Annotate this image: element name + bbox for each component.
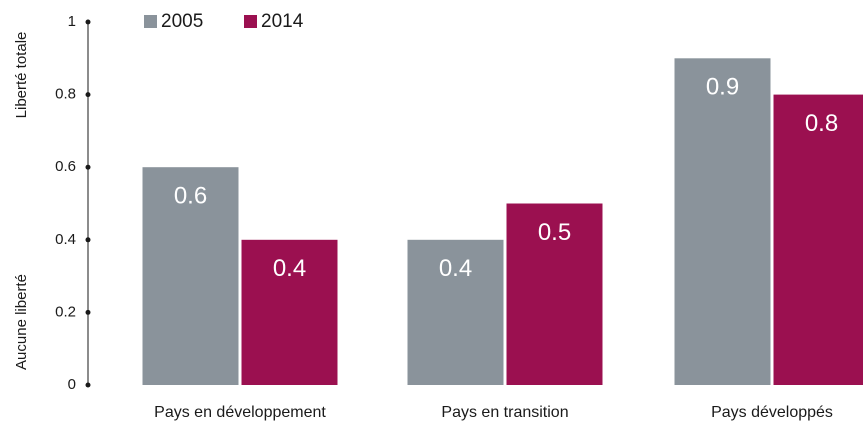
y-tick-label: 0 bbox=[68, 376, 76, 393]
bar bbox=[142, 167, 239, 385]
bar bbox=[506, 203, 603, 385]
legend-label: 2005 bbox=[161, 11, 203, 32]
value-label: 0.6 bbox=[174, 183, 207, 210]
value-label: 0.9 bbox=[706, 74, 739, 101]
y-tick-label: 1 bbox=[68, 13, 76, 30]
bar bbox=[407, 239, 504, 385]
legend-swatch bbox=[144, 15, 157, 28]
y-tick bbox=[85, 92, 91, 98]
legend-swatch bbox=[244, 15, 257, 28]
y-tick bbox=[85, 237, 91, 243]
axis-label-bottom: Aucune liberté bbox=[13, 274, 30, 370]
y-tick-label: 0.2 bbox=[55, 303, 76, 320]
y-tick-label: 0.6 bbox=[55, 158, 76, 175]
axis-label-top: Liberté totale bbox=[13, 32, 30, 119]
legend-label: 2014 bbox=[261, 11, 304, 32]
x-tick-label: Pays en développement bbox=[154, 404, 326, 421]
value-label: 0.4 bbox=[273, 255, 306, 282]
y-tick bbox=[85, 382, 91, 388]
bar bbox=[674, 58, 771, 386]
x-tick-label: Pays développés bbox=[711, 404, 833, 421]
bar bbox=[241, 239, 338, 385]
y-tick-label: 0.8 bbox=[55, 86, 76, 103]
y-tick bbox=[85, 164, 91, 170]
value-label: 0.5 bbox=[538, 219, 571, 246]
bar bbox=[773, 94, 863, 385]
y-tick bbox=[85, 309, 91, 315]
value-label: 0.8 bbox=[805, 110, 838, 137]
y-tick-label: 0.4 bbox=[55, 231, 76, 248]
value-label: 0.4 bbox=[439, 255, 472, 282]
x-tick-label: Pays en transition bbox=[441, 404, 568, 421]
y-tick bbox=[85, 19, 91, 25]
